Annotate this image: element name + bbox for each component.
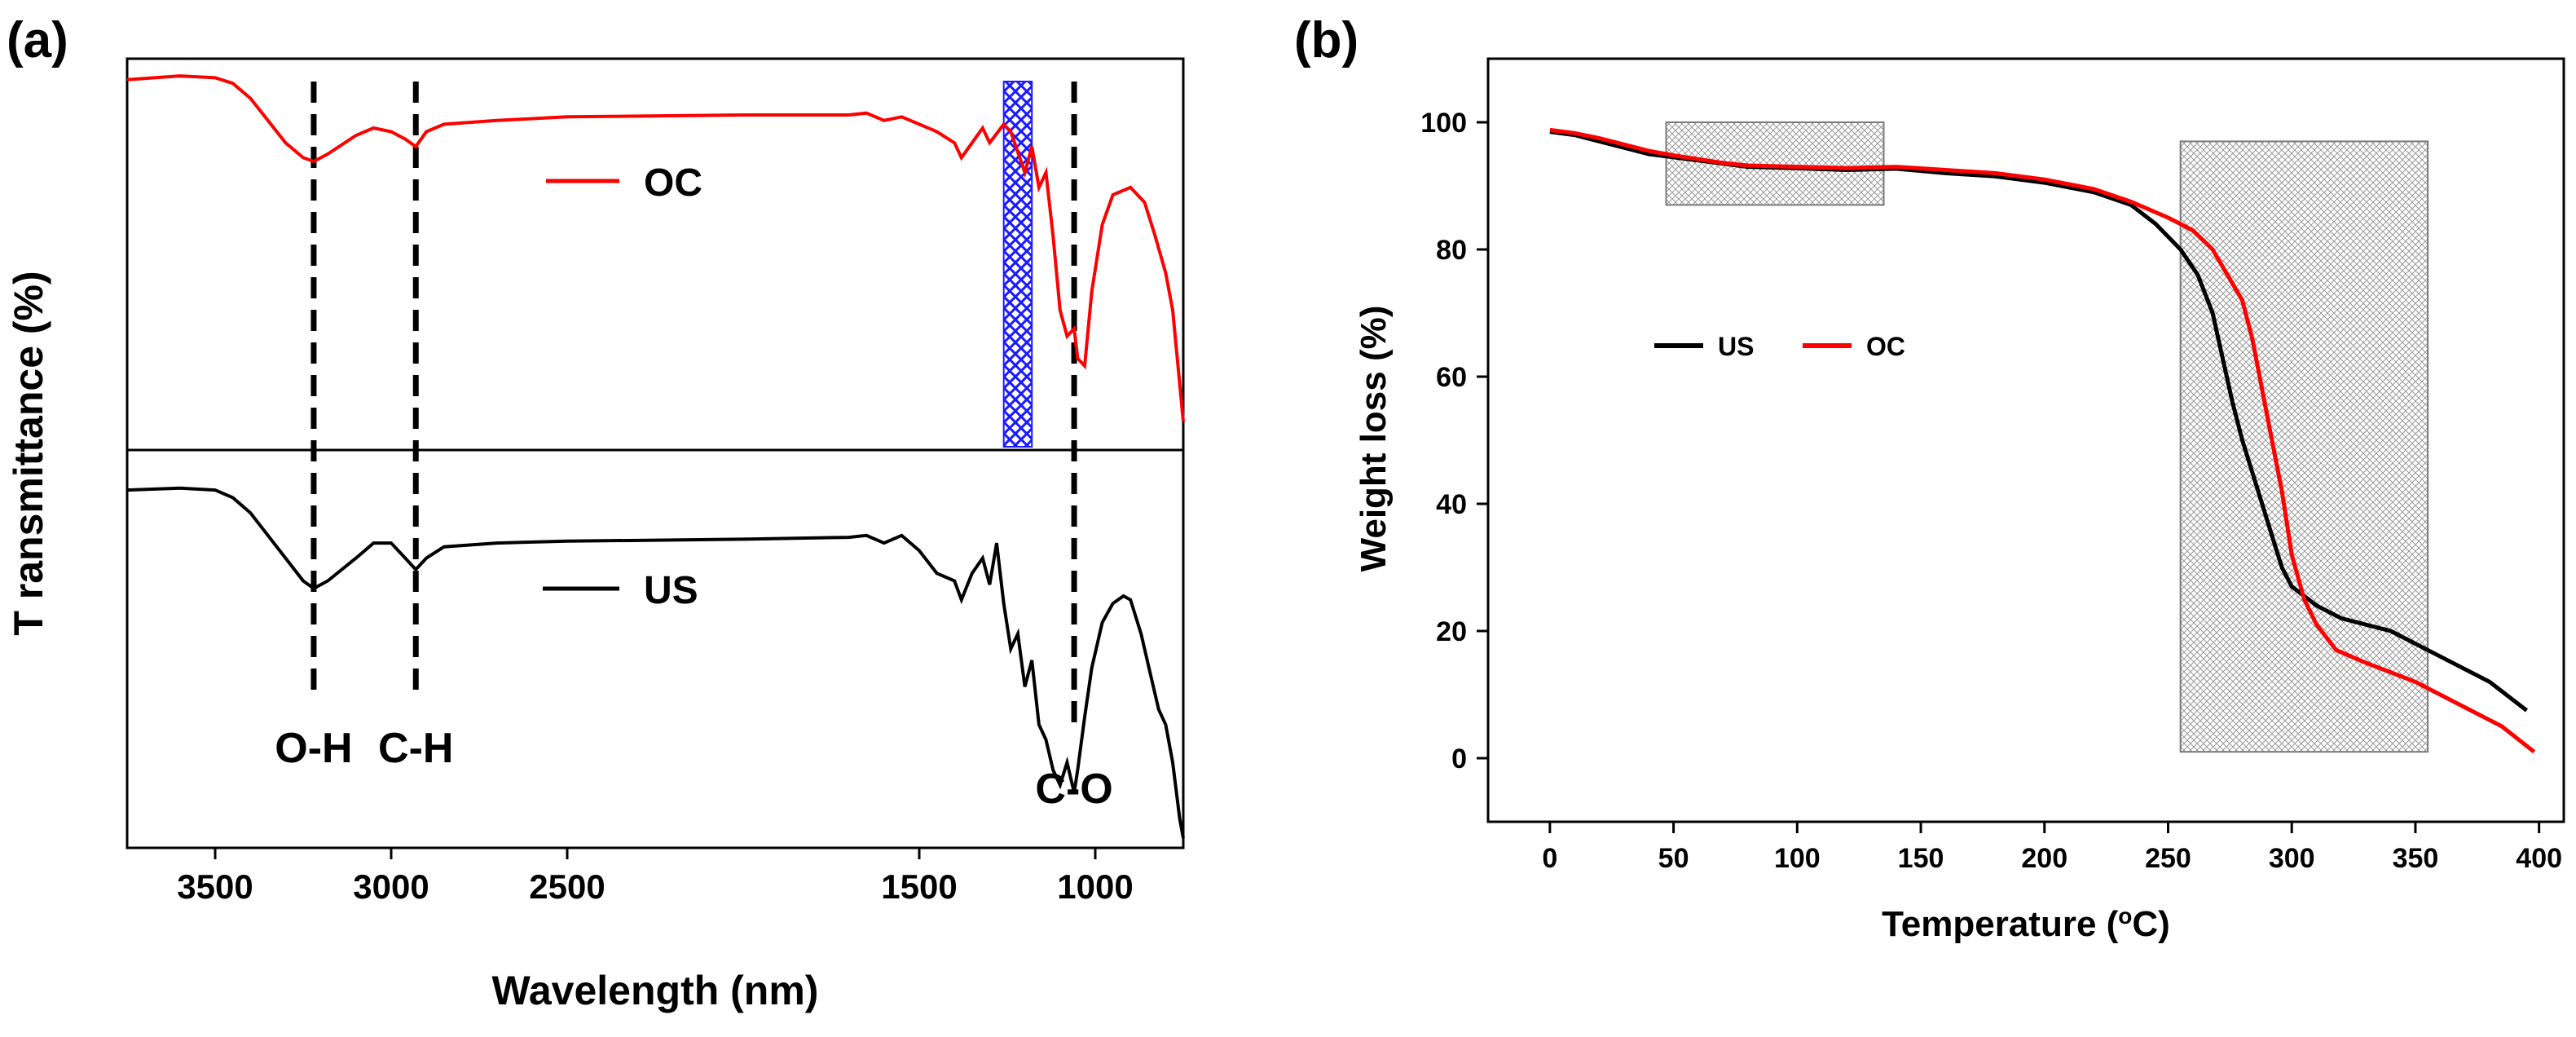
a-x-tick-label: 2500 — [529, 867, 605, 906]
b-y-tick-label: 20 — [1436, 616, 1467, 647]
hatched-region-2 — [2179, 140, 2429, 753]
x-axis-title-degree: o — [2118, 903, 2132, 929]
b-x-tick-label: 300 — [2269, 843, 2315, 874]
b-y-tick-label: 60 — [1436, 362, 1467, 393]
panel-b-y-axis-title: Weight loss (%) — [1354, 306, 1394, 572]
series-label-us: US — [644, 569, 698, 612]
panel-a-chart: (a) 3500 3000 2500 1500 1000 O-H C-H C-O OC US… — [6, 12, 1185, 1013]
b-x-tick-label: 100 — [1774, 843, 1821, 874]
x-axis-title-part-2: C) — [2132, 904, 2169, 944]
b-x-tick-label: 400 — [2516, 843, 2562, 874]
panel-b-x-axis-title: Temperature (oC) — [1882, 903, 2170, 945]
b-x-tick-label: 200 — [2021, 843, 2067, 874]
x-axis-title-part-1: Temperature ( — [1882, 904, 2118, 944]
panel-a-label: (a) — [7, 12, 68, 68]
series-label-oc: OC — [644, 161, 702, 205]
series-line-us-ftir — [126, 486, 1185, 839]
a-x-tick-label: 1500 — [881, 867, 957, 906]
peak-guides — [310, 82, 1077, 734]
hatched-region-1 — [1665, 121, 1885, 206]
panel-b-y-ticks: 0 20 40 60 80 100 — [1420, 108, 1488, 774]
b-x-tick-label: 350 — [2393, 843, 2439, 874]
b-x-tick-label: 0 — [1542, 843, 1557, 874]
legend-label-oc: OC — [1866, 332, 1905, 361]
panel-b-chart: (b) 0 50 100 150 200 250 300 350 400 0 20 40 60 80 10… — [1294, 12, 2565, 945]
b-x-tick-label: 150 — [1898, 843, 1944, 874]
legend: US OC — [1654, 332, 1905, 361]
a-x-tick-label: 3500 — [177, 867, 253, 906]
b-y-tick-label: 100 — [1420, 108, 1467, 139]
legend-label-us: US — [1718, 332, 1754, 361]
a-x-tick-label: 3000 — [353, 867, 429, 906]
peak-label-3: C-O — [1035, 766, 1112, 813]
hatched-regions — [1665, 121, 2429, 753]
panel-b-label: (b) — [1294, 12, 1358, 68]
panel-a-x-ticks: 3500 3000 2500 1500 1000 — [177, 848, 1134, 906]
panel-a-frame — [125, 57, 1185, 849]
panel-a-y-axis-title: T ransmittance (%) — [6, 271, 51, 635]
series-line-oc-tga — [1549, 127, 2536, 754]
peak-label-1: O-H — [275, 725, 352, 772]
b-y-tick-label: 80 — [1436, 235, 1467, 266]
b-y-tick-label: 0 — [1451, 744, 1467, 774]
a-x-tick-label: 1000 — [1057, 867, 1133, 906]
panel-a-x-axis-title: Wavelength (nm) — [492, 968, 819, 1013]
peak-label-2: C-H — [378, 725, 453, 772]
series-line-oc-ftir — [126, 74, 1185, 422]
peak-annotations: O-H C-H C-O — [275, 725, 1112, 813]
b-y-tick-label: 40 — [1436, 489, 1467, 520]
b-x-tick-label: 250 — [2145, 843, 2191, 874]
panel-b-frame — [1486, 57, 2565, 823]
b-x-tick-label: 50 — [1658, 843, 1689, 874]
highlight-band — [1002, 81, 1033, 448]
panel-b-x-ticks: 0 50 100 150 200 250 300 350 400 — [1542, 822, 2562, 874]
